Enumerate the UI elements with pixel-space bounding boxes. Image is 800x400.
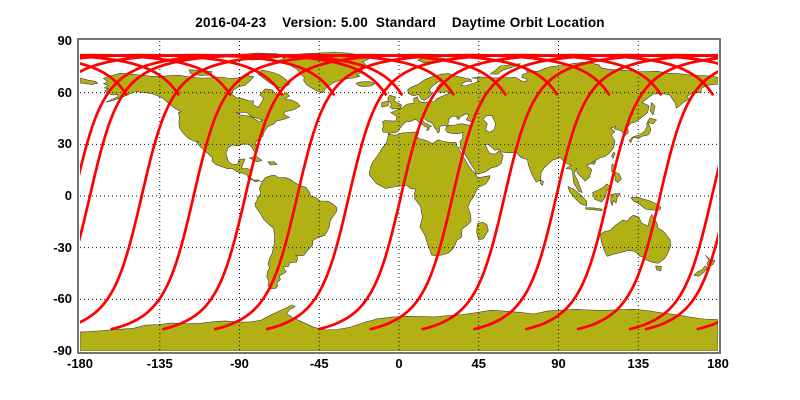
land-caspian-sea xyxy=(482,115,496,133)
orbit-track xyxy=(214,53,611,331)
x-tick-label-90: 90 xyxy=(551,356,566,371)
y-tick-label-30: 30 xyxy=(57,136,72,152)
land-madagascar xyxy=(476,221,489,241)
land-great-britain xyxy=(387,95,403,110)
land-sumatra xyxy=(567,186,587,207)
land-novaya-zemlya xyxy=(490,63,521,75)
orbit-track xyxy=(421,53,718,331)
x-tick-label--180: -180 xyxy=(66,356,94,371)
x-tick-label-180: 180 xyxy=(707,356,729,371)
orbit-track xyxy=(110,53,507,331)
plot-frame xyxy=(77,38,721,354)
y-tick-label--90: -90 xyxy=(53,343,72,358)
land-sri-lanka xyxy=(540,179,544,186)
plot-title: 2016-04-23 Version: 5.00 Standard Daytim… xyxy=(195,15,605,30)
y-tick-label-90: 90 xyxy=(57,33,72,48)
world-map-canvas xyxy=(80,41,718,351)
orbit-track xyxy=(265,53,663,331)
lakes xyxy=(235,112,496,133)
x-tick-label--135: -135 xyxy=(146,356,173,371)
land-iceland xyxy=(355,81,376,87)
land-hainan xyxy=(591,161,596,165)
orbit-track xyxy=(80,53,284,96)
land-java xyxy=(585,207,603,212)
land-new-guinea xyxy=(630,197,662,211)
land-chukotka-west xyxy=(80,77,98,85)
orbit-track xyxy=(576,70,718,331)
land-north-america xyxy=(103,72,301,183)
orbit-track xyxy=(162,53,559,331)
orbit-track xyxy=(644,231,718,331)
land-taiwan xyxy=(611,152,616,159)
orbit-track xyxy=(369,53,718,331)
x-tick-label-135: 135 xyxy=(627,356,650,371)
x-tick-label-0: 0 xyxy=(395,356,403,371)
land-sakhalin xyxy=(650,102,656,116)
orbit-track xyxy=(80,53,388,177)
orbit-track xyxy=(525,56,718,331)
land-south-america xyxy=(254,174,338,289)
land-tasmania xyxy=(655,265,662,271)
land-great-lakes xyxy=(235,112,264,122)
y-tick-label-0: 0 xyxy=(64,188,72,203)
land-hispaniola xyxy=(267,161,278,166)
y-tick-label-60: 60 xyxy=(57,84,72,100)
land-ireland xyxy=(381,100,389,108)
orbit-tracks xyxy=(80,53,718,331)
orbit-track xyxy=(473,53,718,331)
x-tick-label-45: 45 xyxy=(471,356,486,371)
y-tick-label--60: -60 xyxy=(53,291,72,307)
orbit-track xyxy=(628,164,718,331)
y-tick-label--30: -30 xyxy=(53,239,72,255)
orbit-track xyxy=(317,53,714,331)
orbit-track xyxy=(80,53,336,96)
land-japan xyxy=(628,117,657,143)
x-tick-label--90: -90 xyxy=(230,356,249,371)
x-tick-label--45: -45 xyxy=(309,356,329,371)
land-sulawesi xyxy=(610,193,621,206)
land-eurasia xyxy=(381,62,718,193)
